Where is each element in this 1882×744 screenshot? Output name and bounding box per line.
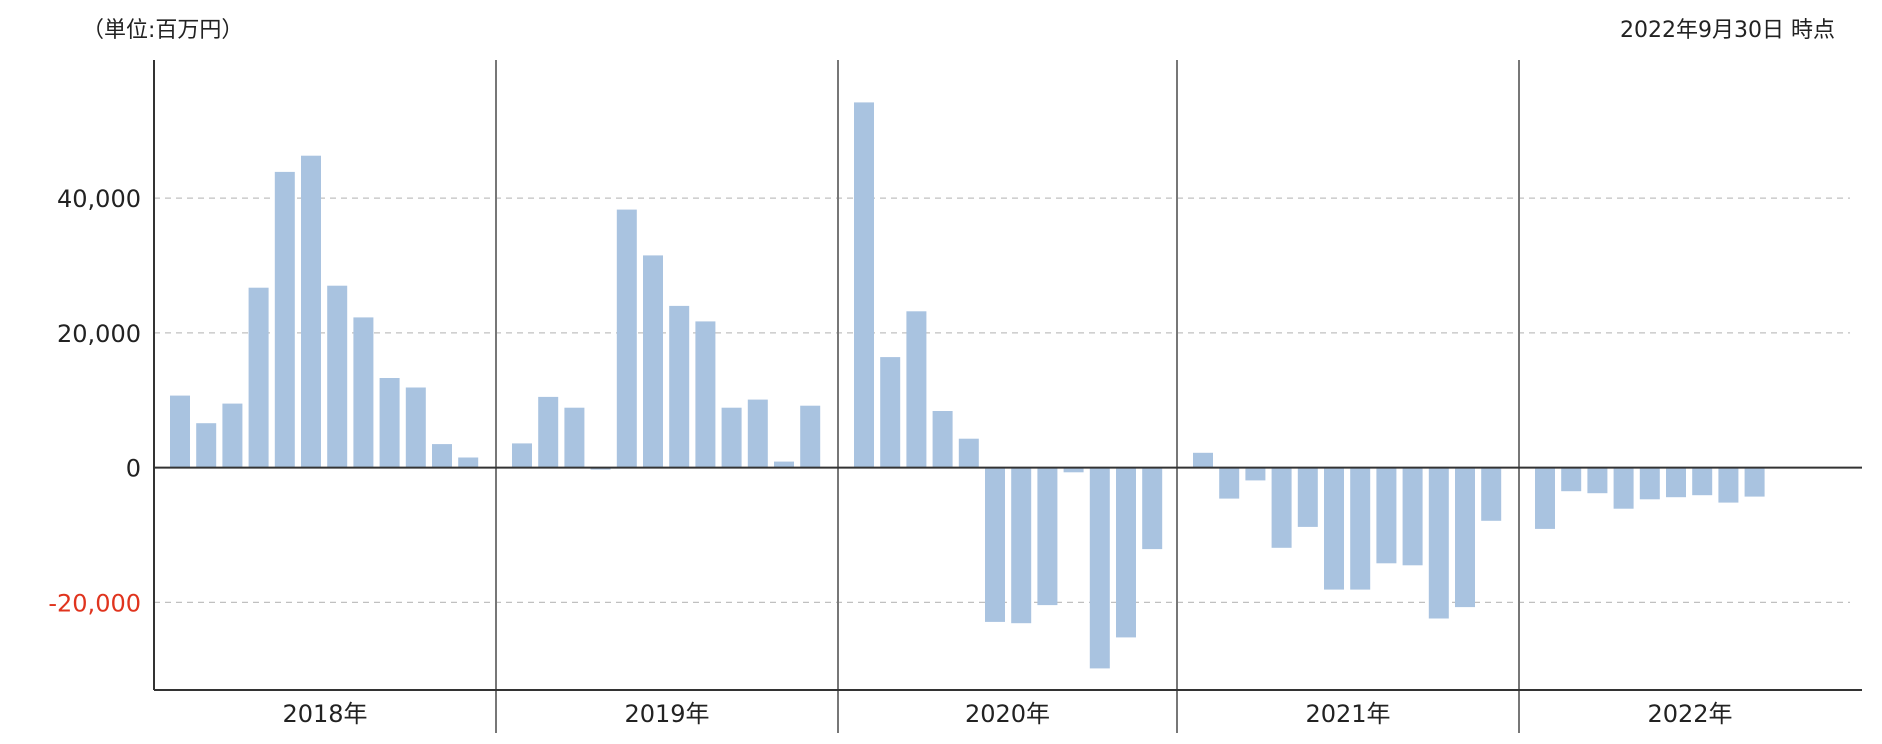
y-tick-label: -20,000: [48, 589, 141, 617]
x-group-label: 2018年: [282, 700, 367, 728]
bar: [774, 461, 794, 468]
bar: [1324, 467, 1344, 590]
y-tick-labels: 40,000 20,000 0 -20,000: [48, 185, 141, 617]
bar: [1350, 467, 1371, 590]
bar: [512, 443, 532, 468]
bar: [1587, 467, 1608, 494]
bar: [1193, 452, 1213, 468]
bars: [170, 102, 1765, 669]
bar: [1455, 467, 1475, 608]
bar: [800, 405, 821, 468]
bar: [564, 407, 585, 468]
bar: [1063, 467, 1084, 473]
bar: [616, 209, 637, 468]
bar: [538, 396, 559, 468]
bar: [222, 403, 243, 468]
bar: [1535, 467, 1555, 529]
bar: [170, 395, 190, 468]
bar: [405, 387, 426, 468]
bar: [932, 411, 953, 468]
y-tick-label: 40,000: [57, 185, 141, 213]
bar: [1037, 467, 1058, 606]
x-group-label: 2021年: [1305, 700, 1390, 728]
bar: [1692, 467, 1713, 496]
bar: [1639, 467, 1660, 500]
bar: [695, 321, 716, 468]
bar: [985, 467, 1005, 622]
bar: [274, 171, 295, 468]
bar: [458, 457, 479, 468]
bar: [669, 305, 690, 468]
bar: [1142, 467, 1163, 550]
x-group-label: 2020年: [965, 700, 1050, 728]
bar: [1481, 467, 1502, 521]
bar: [721, 407, 742, 468]
as-of-date-label: 2022年9月30日 時点: [1620, 18, 1835, 43]
bar: [353, 317, 374, 468]
bar: [1613, 467, 1634, 509]
bar: [327, 285, 348, 468]
x-group-label: 2019年: [624, 700, 709, 728]
bar: [1116, 467, 1136, 638]
bar: [248, 287, 269, 468]
bar: [1718, 467, 1739, 503]
bar: [1428, 467, 1449, 619]
x-group-labels: 2018年 2019年 2020年 2021年 2022年: [282, 700, 1732, 728]
bar: [1089, 467, 1110, 669]
bar: [1561, 467, 1582, 492]
bar: [747, 399, 768, 468]
x-group-label: 2022年: [1647, 700, 1732, 728]
bar: [1402, 467, 1423, 566]
bar: [432, 444, 452, 468]
y-tick-label: 20,000: [57, 320, 141, 348]
bar: [1271, 467, 1292, 548]
bar: [1245, 467, 1266, 481]
bar: [1011, 467, 1032, 624]
bar: [854, 102, 874, 468]
unit-label: （単位:百万円）: [82, 18, 244, 43]
bar: [880, 357, 901, 468]
bar: [1666, 467, 1686, 498]
bar: [379, 378, 400, 468]
bar: [196, 423, 217, 468]
bar: [1219, 467, 1240, 499]
bar: [643, 255, 663, 468]
bar: [301, 155, 321, 468]
bar: [958, 438, 979, 468]
y-tick-label: 0: [126, 455, 141, 483]
bar: [1744, 467, 1765, 497]
axes: [153, 60, 1862, 733]
bar: [906, 311, 927, 468]
bar: [1376, 467, 1397, 564]
bar: [1297, 467, 1318, 527]
